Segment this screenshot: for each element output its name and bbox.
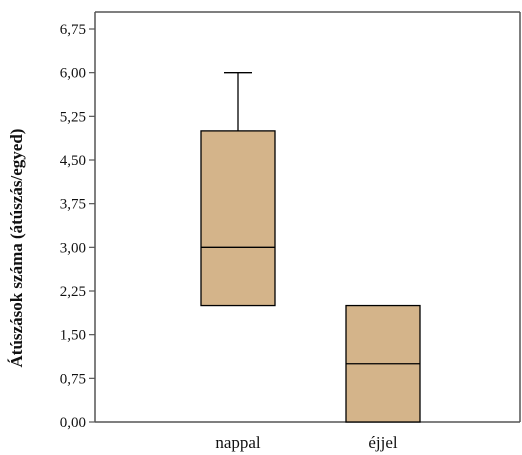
y-tick-label: 1,50 bbox=[60, 328, 86, 344]
y-tick-label: 0,00 bbox=[60, 415, 86, 431]
axes bbox=[94, 11, 521, 423]
y-tick-label: 2,25 bbox=[60, 284, 86, 300]
y-tick-label: 3,75 bbox=[60, 197, 86, 213]
box-nappal bbox=[200, 72, 276, 307]
y-tick-label: 3,00 bbox=[60, 240, 86, 256]
y-tick-label: 0,75 bbox=[60, 371, 86, 387]
x-category-label: éjjel bbox=[368, 433, 398, 452]
x-category-label: nappal bbox=[215, 433, 261, 452]
box-éjjel bbox=[345, 304, 421, 423]
y-tick-label: 6,00 bbox=[60, 66, 86, 82]
y-axis-title: Átúszások száma (átúszás/egyed) bbox=[7, 129, 26, 368]
box-iqr bbox=[200, 130, 276, 307]
y-tick-label: 5,25 bbox=[60, 109, 86, 125]
y-ticks: 0,00 0,75 1,50 2,25 3,00 3,75 4,50 5,25 6,00 6,75 bbox=[60, 22, 95, 431]
boxes bbox=[200, 72, 421, 423]
x-labels: nappal éjjel bbox=[215, 433, 398, 452]
y-tick-label: 6,75 bbox=[60, 22, 86, 38]
y-tick-label: 4,50 bbox=[60, 153, 86, 169]
